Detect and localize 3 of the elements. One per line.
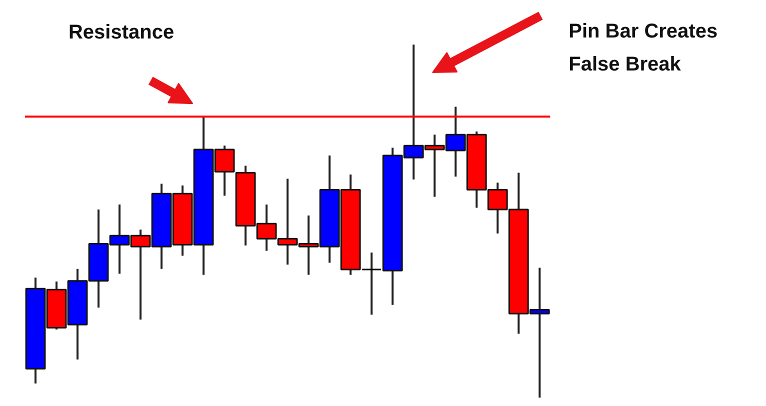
text: Resistance xyxy=(68,22,174,44)
candlestick xyxy=(361,252,382,316)
text: Pin Bar Creates False Break xyxy=(568,20,718,76)
